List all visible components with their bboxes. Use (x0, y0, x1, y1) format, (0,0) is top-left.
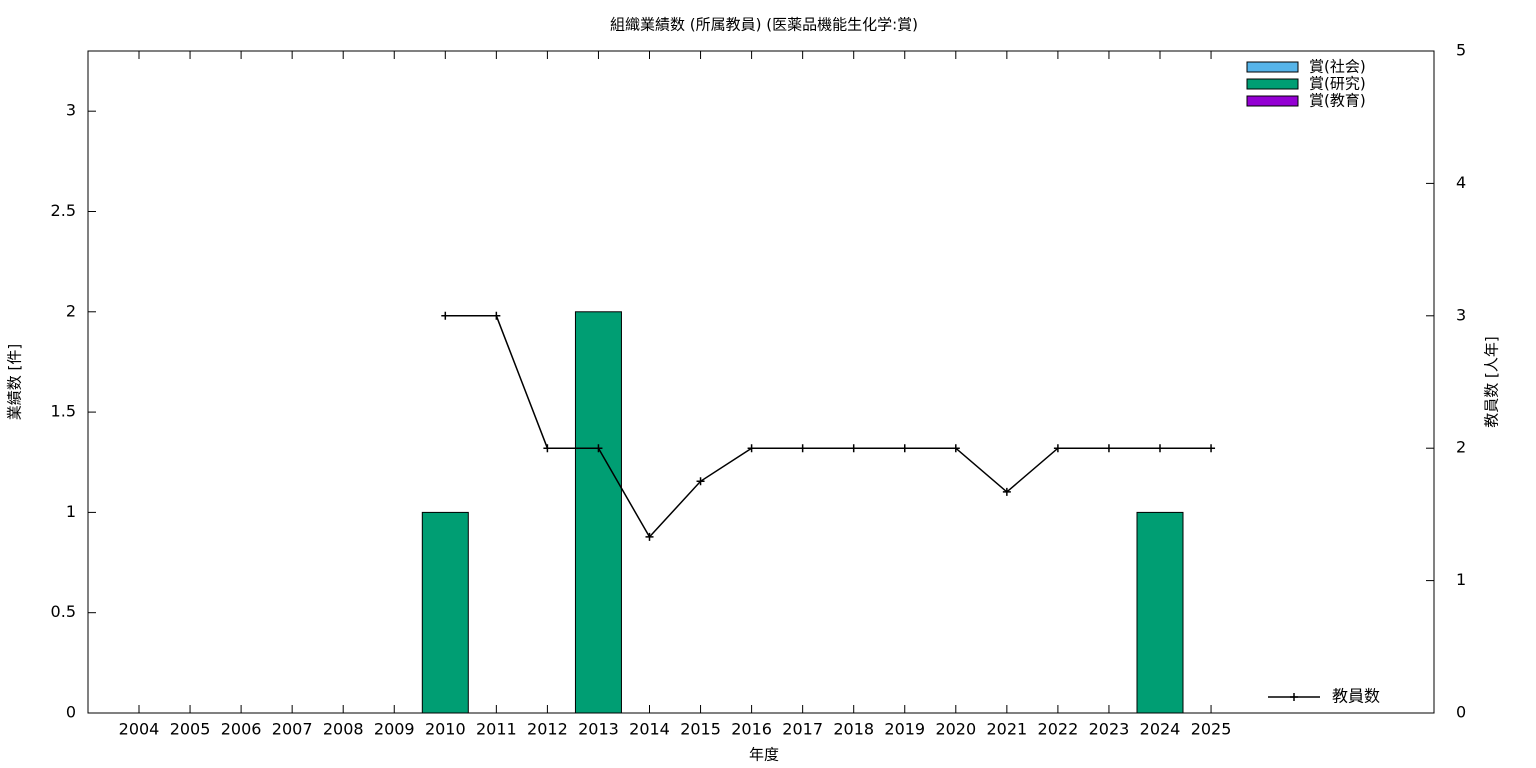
legend-label: 賞(研究) (1309, 75, 1366, 93)
y-tick-label: 1 (66, 502, 76, 521)
point (441, 311, 450, 320)
x-tick-label: 2013 (578, 720, 619, 739)
point (747, 444, 756, 453)
x-tick-label: 2022 (1038, 720, 1079, 739)
x-tick-label: 2019 (884, 720, 925, 739)
y2-tick-label: 3 (1456, 305, 1466, 324)
line (445, 315, 1212, 539)
x-tick-label: 2021 (986, 720, 1027, 739)
point (1156, 444, 1164, 453)
bar (574, 311, 622, 714)
legend-swatch (1246, 95, 1299, 107)
y-tick-label: 0 (66, 703, 76, 722)
x-tick-label: 2024 (1140, 720, 1181, 739)
legend-label: 賞(教育) (1309, 92, 1366, 110)
x-tick-label: 2006 (221, 720, 262, 739)
y2-tick-label: 0 (1456, 703, 1466, 722)
y2-tick-label: 1 (1456, 570, 1466, 589)
legend-point (1290, 693, 1298, 701)
x-tick-label: 2023 (1089, 720, 1130, 739)
x-tick-label: 2005 (170, 720, 211, 739)
x-tick-label: 2020 (935, 720, 976, 739)
point (1104, 444, 1113, 453)
point (1002, 487, 1011, 496)
x-tick-label: 2018 (833, 720, 874, 739)
x-tick-label: 2004 (119, 720, 160, 739)
x-tick-label: 2011 (476, 720, 517, 739)
point (645, 532, 654, 541)
y-tick-label: 2 (66, 301, 76, 320)
x-tick-label: 2012 (527, 720, 568, 739)
point (900, 444, 909, 453)
x-tick-label: 2014 (629, 720, 670, 739)
point (1207, 444, 1216, 453)
point (849, 444, 858, 453)
y-tick-label: 2.5 (51, 201, 76, 220)
y-tick-label: 3 (66, 101, 76, 120)
x-tick-label: 2010 (425, 720, 466, 739)
bar (1136, 511, 1184, 714)
y-axis-label: 業績数 [件] (6, 344, 24, 420)
legend-label: 賞(社会) (1309, 58, 1366, 76)
plot-frame (87, 50, 1435, 714)
y-tick-label: 1.5 (51, 402, 76, 421)
y2-axis-label: 教員数 [人年] (1483, 336, 1501, 427)
x-tick-label: 2016 (731, 720, 772, 739)
point (798, 444, 807, 453)
x-tick-label: 2009 (374, 720, 415, 739)
x-axis-label: 年度 (749, 746, 779, 764)
point (696, 477, 705, 486)
x-tick-label: 2015 (680, 720, 721, 739)
y2-tick-label: 2 (1456, 438, 1466, 457)
y2-tick-label: 5 (1456, 41, 1466, 60)
x-tick-label: 2025 (1191, 720, 1232, 739)
point (492, 311, 501, 320)
point (951, 444, 960, 453)
x-tick-label: 2007 (272, 720, 313, 739)
legend-label: 教員数 (1332, 687, 1380, 706)
legend-swatch (1246, 61, 1299, 73)
y-tick-label: 0.5 (51, 602, 76, 621)
point (543, 444, 552, 453)
chart-title: 組織業績数 (所属教員) (医薬品機能生化学:賞) (610, 16, 918, 34)
x-tick-label: 2008 (323, 720, 364, 739)
y2-tick-label: 4 (1456, 173, 1466, 192)
x-tick-label: 2017 (782, 720, 823, 739)
legend-swatch (1246, 78, 1299, 90)
bar (421, 511, 469, 714)
point (594, 444, 603, 453)
point (1053, 444, 1062, 453)
